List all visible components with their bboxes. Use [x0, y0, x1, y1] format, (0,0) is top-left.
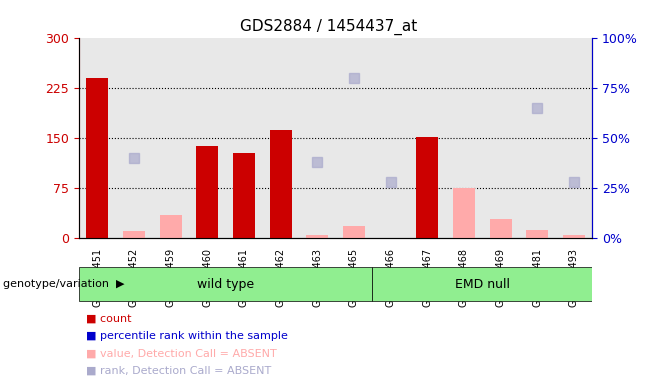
- Bar: [555, 38, 592, 238]
- Bar: [563, 235, 585, 238]
- Text: genotype/variation  ▶: genotype/variation ▶: [3, 279, 125, 289]
- Text: wild type: wild type: [197, 278, 254, 291]
- Bar: [372, 38, 409, 238]
- Text: ■ rank, Detection Call = ABSENT: ■ rank, Detection Call = ABSENT: [86, 366, 271, 376]
- Text: EMD null: EMD null: [455, 278, 510, 291]
- Bar: [445, 38, 482, 238]
- Bar: [306, 235, 328, 238]
- Text: GDS2884 / 1454437_at: GDS2884 / 1454437_at: [240, 19, 418, 35]
- Bar: [116, 38, 152, 238]
- Bar: [152, 38, 189, 238]
- Bar: [490, 219, 511, 238]
- Bar: [263, 38, 299, 238]
- Bar: [299, 38, 336, 238]
- Bar: [79, 38, 116, 238]
- Bar: [453, 188, 475, 238]
- Text: ■ percentile rank within the sample: ■ percentile rank within the sample: [86, 331, 288, 341]
- Bar: [86, 78, 109, 238]
- Bar: [196, 146, 218, 238]
- Text: ■ count: ■ count: [86, 314, 131, 324]
- Bar: [189, 38, 226, 238]
- Bar: [270, 129, 291, 238]
- FancyBboxPatch shape: [79, 267, 372, 301]
- Bar: [526, 230, 548, 238]
- Bar: [519, 38, 555, 238]
- Bar: [417, 137, 438, 238]
- Bar: [226, 38, 263, 238]
- Bar: [343, 226, 365, 238]
- Text: ■ value, Detection Call = ABSENT: ■ value, Detection Call = ABSENT: [86, 348, 276, 358]
- Bar: [233, 153, 255, 238]
- Bar: [123, 232, 145, 238]
- Bar: [336, 38, 372, 238]
- Bar: [409, 38, 445, 238]
- Bar: [482, 38, 519, 238]
- FancyBboxPatch shape: [372, 267, 592, 301]
- Bar: [160, 215, 182, 238]
